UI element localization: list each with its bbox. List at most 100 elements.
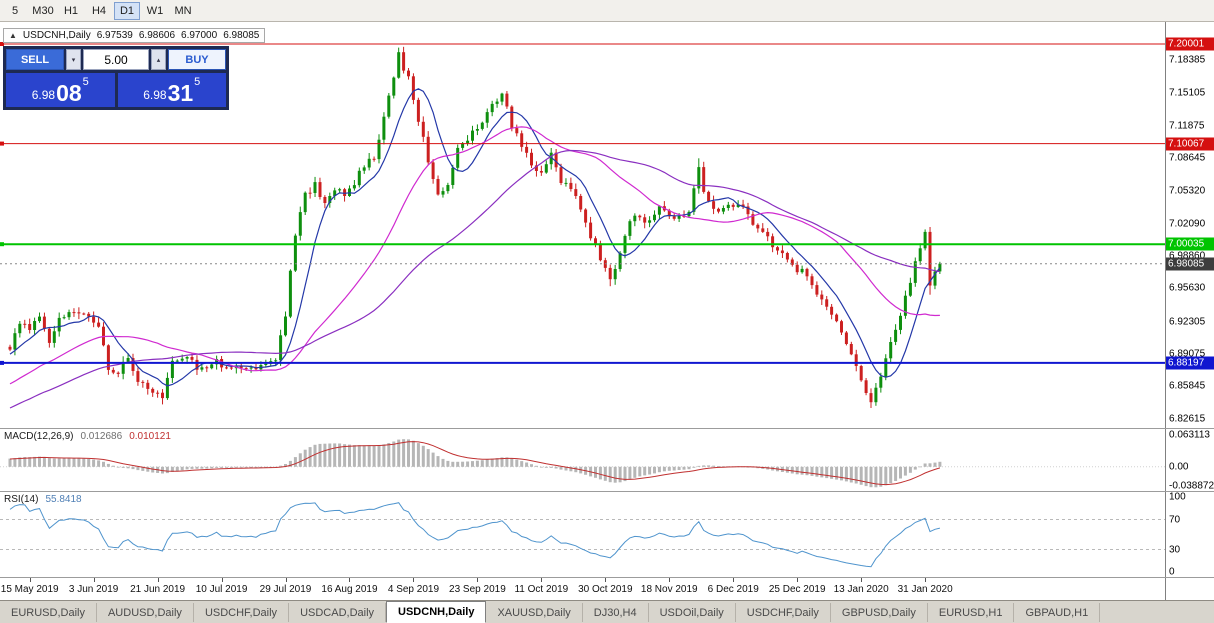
time-tick — [93, 578, 95, 582]
price-scale-label: 7.11875 — [1169, 120, 1205, 131]
price-scale-label: 7.08645 — [1169, 152, 1206, 164]
chart-tab-usdcnh-daily[interactable]: USDCNH,Daily — [386, 601, 487, 623]
time-axis-label: 11 Oct 2019 — [514, 584, 569, 595]
price-scale-label: 6.92305 — [1169, 316, 1206, 328]
rsi-scale-label: 30 — [1169, 544, 1181, 555]
time-axis-label: 13 Jan 2020 — [833, 584, 889, 595]
price-line-badge: 7.00035 — [1166, 237, 1214, 251]
chart-tab-usdchf-daily[interactable]: USDCHF,Daily — [736, 603, 831, 622]
time-axis-label: 16 Aug 2019 — [321, 584, 378, 595]
macd-scale-label: 0.00 — [1169, 461, 1189, 473]
timeframe-button-mn[interactable]: MN — [170, 2, 196, 20]
time-tick — [797, 578, 799, 582]
buy-price-fraction: 5 — [194, 76, 201, 88]
time-tick — [29, 578, 31, 582]
sell-price-pips: 08 — [56, 80, 82, 107]
macd-indicator-pane[interactable] — [0, 429, 1165, 491]
sell-price-display[interactable]: 6.98 08 5 — [6, 73, 115, 107]
buy-price-pips: 31 — [167, 80, 194, 107]
chart-tab-usdoil-daily[interactable]: USDOil,Daily — [649, 603, 736, 622]
macd-title: MACD(12,26,9) — [4, 431, 74, 442]
buy-price-display[interactable]: 6.98 31 5 — [117, 73, 226, 107]
time-axis[interactable]: 15 May 2019 3 Jun 2019 21 Jun 2019 10 Jul 2… — [0, 578, 1165, 600]
chart-info-bar: ▲ USDCNH,Daily 6.97539 6.98606 6.97000 6… — [3, 28, 266, 43]
price-scale-label: 6.95630 — [1169, 282, 1206, 294]
price-line-badge: 7.20001 — [1166, 37, 1214, 51]
time-axis-label: 29 Jul 2019 — [259, 584, 312, 595]
price-scale-label: 6.82615 — [1169, 413, 1206, 425]
arrow-up-icon: ▴ — [156, 56, 161, 64]
time-axis-label: 3 Jun 2019 — [68, 584, 119, 595]
chart-tabs-bar: EURUSD,Daily AUDUSD,Daily USDCHF,Daily USDC… — [0, 600, 1214, 623]
chart-tab-usdchf-daily[interactable]: USDCHF,Daily — [194, 603, 290, 622]
rsi-value: 55.8418 — [45, 494, 82, 505]
time-tick — [669, 578, 671, 582]
price-line-badge: 6.88197 — [1166, 356, 1214, 370]
sell-button[interactable]: SELL — [6, 49, 64, 70]
timeframe-button-m30[interactable]: M30 — [30, 2, 56, 20]
price-scale[interactable]: 7.18385 7.15105 7.11875 7.08645 7.05320 7.020… — [1165, 22, 1214, 600]
time-axis-label: 31 Jan 2020 — [897, 584, 953, 595]
time-tick — [861, 578, 863, 582]
price-scale-label: 7.05320 — [1169, 185, 1206, 197]
rsi-scale-label: 70 — [1169, 514, 1181, 525]
chart-symbol-period: USDCNH,Daily — [22, 30, 91, 41]
symbol-arrow-icon: ▲ — [9, 31, 17, 40]
rsi-scale-label: 0 — [1169, 566, 1175, 578]
macd-scale-label: -0.038872 — [1169, 480, 1214, 492]
chart-tab-eurusd-daily[interactable]: EURUSD,Daily — [0, 603, 97, 622]
time-axis-label: 23 Sep 2019 — [449, 584, 506, 595]
chart-tab-usdcad-daily[interactable]: USDCAD,Daily — [289, 603, 387, 622]
price-scale-label: 6.85845 — [1169, 380, 1206, 392]
timeframe-toolbar: 5 M30 H1 H4 D1 W1 MN — [0, 0, 1214, 22]
pane-splitter[interactable] — [0, 428, 1214, 429]
time-tick — [541, 578, 543, 582]
rsi-header: RSI(14) 55.8418 — [4, 494, 82, 505]
time-axis-label: 6 Dec 2019 — [707, 584, 759, 595]
buy-button[interactable]: BUY — [168, 49, 226, 70]
chart-tab-xauusd-daily[interactable]: XAUUSD,Daily — [486, 603, 583, 622]
rsi-scale-label: 100 — [1169, 491, 1186, 503]
current-price-badge: 6.98085 — [1166, 257, 1214, 271]
ohlc-close: 6.98085 — [223, 30, 260, 41]
time-axis-label: 18 Nov 2019 — [640, 584, 698, 595]
volume-decrease-button[interactable]: ▾ — [66, 49, 81, 70]
one-click-trading-panel: SELL ▾ ▴ BUY 6.98 08 5 6.98 31 5 — [3, 46, 229, 110]
time-tick — [285, 578, 287, 582]
price-line-badge: 7.10067 — [1166, 137, 1214, 151]
buy-price-main: 6.98 — [143, 88, 167, 102]
macd-main-value: 0.012686 — [80, 431, 123, 442]
price-scale-label: 7.18385 — [1169, 54, 1206, 66]
timeframe-button-h1[interactable]: H1 — [58, 2, 84, 20]
chart-tab-eurusd-h1[interactable]: EURUSD,H1 — [928, 603, 1015, 622]
time-tick — [605, 578, 607, 582]
timeframe-button-h4[interactable]: H4 — [86, 2, 112, 20]
chart-tab-dj30-h4[interactable]: DJ30,H4 — [583, 603, 649, 622]
rsi-indicator-pane[interactable] — [0, 492, 1165, 577]
time-tick — [349, 578, 351, 582]
time-tick — [413, 578, 415, 582]
price-scale-label: 6.89075 — [1169, 348, 1206, 360]
price-scale-label: 7.15105 — [1169, 87, 1206, 99]
chart-tab-audusd-daily[interactable]: AUDUSD,Daily — [97, 603, 194, 622]
time-axis-label: 21 Jun 2019 — [130, 584, 186, 595]
time-tick — [157, 578, 159, 582]
volume-increase-button[interactable]: ▴ — [151, 49, 166, 70]
macd-signal-value: 0.010121 — [129, 431, 171, 442]
chart-tab-gbpaud-h1[interactable]: GBPAUD,H1 — [1014, 603, 1101, 622]
arrow-down-icon: ▾ — [71, 56, 76, 64]
time-tick — [477, 578, 479, 582]
time-tick — [925, 578, 927, 582]
chart-tab-gbpusd-daily[interactable]: GBPUSD,Daily — [831, 603, 928, 622]
timeframe-button-d1[interactable]: D1 — [114, 1, 140, 20]
pane-splitter[interactable] — [0, 491, 1214, 492]
timeframe-button-w1[interactable]: W1 — [142, 2, 168, 20]
timeframe-button-5[interactable]: 5 — [2, 2, 28, 20]
price-scale-label: 7.02090 — [1169, 218, 1206, 230]
macd-header: MACD(12,26,9) 0.012686 0.010121 — [4, 431, 171, 442]
time-axis-label: 25 Dec 2019 — [768, 584, 826, 595]
time-tick — [221, 578, 223, 582]
volume-input[interactable] — [83, 49, 149, 70]
ohlc-high: 6.98606 — [138, 30, 176, 41]
sell-price-fraction: 5 — [82, 76, 89, 88]
